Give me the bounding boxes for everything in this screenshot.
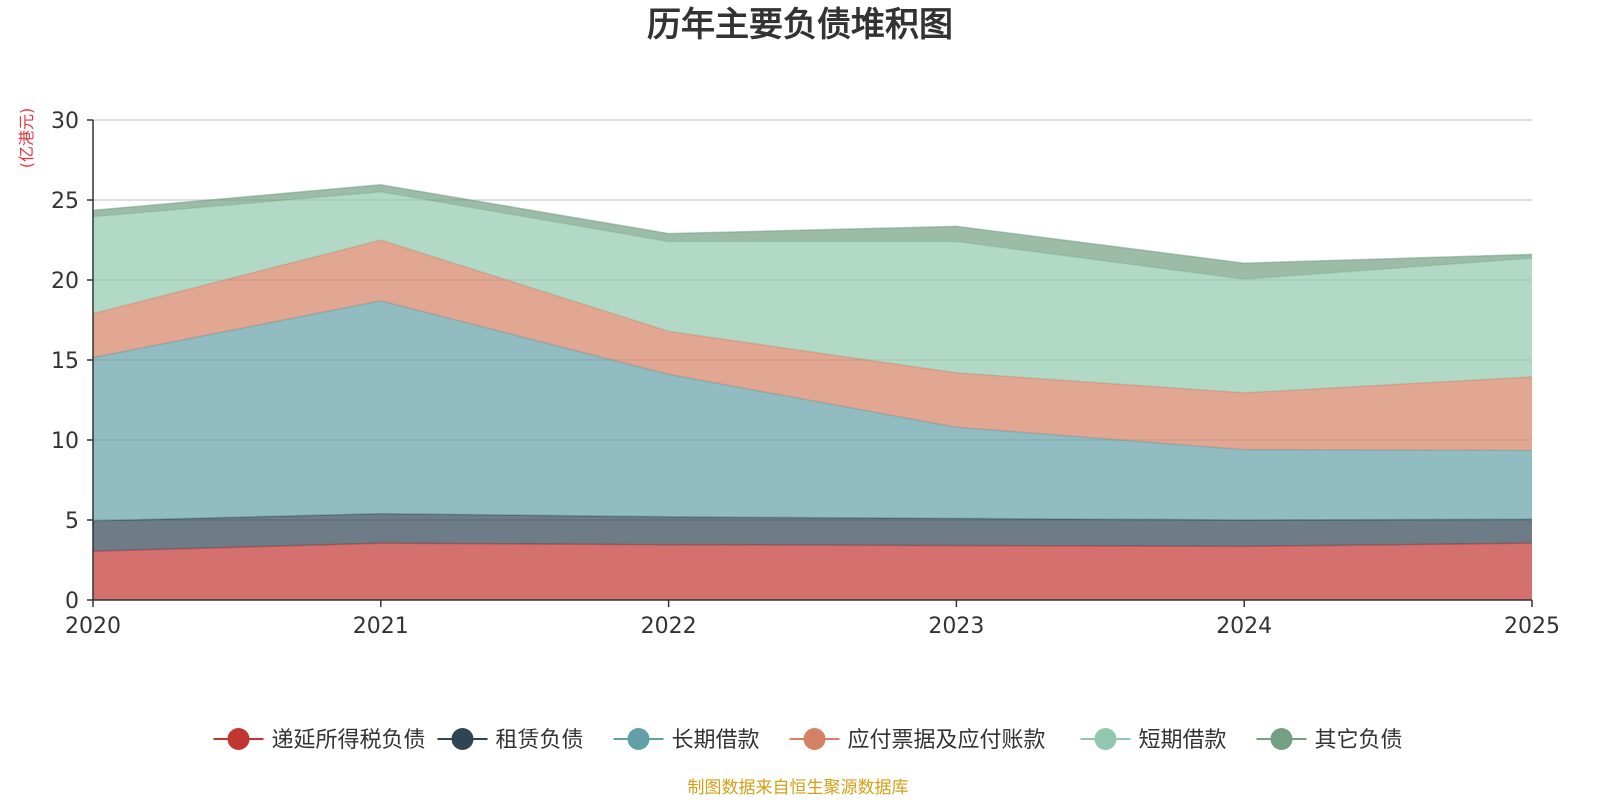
legend-circle-marker (803, 728, 826, 750)
area-series-edge-5 (92, 184, 1533, 264)
x-tick-label: 2025 (1504, 614, 1560, 639)
x-axis-ticks: 2020 2021 2022 2023 2024 2025 (65, 600, 1560, 639)
y-tick-label: 0 (65, 589, 79, 614)
legend-circle-marker (627, 728, 650, 750)
area-series-group (92, 184, 1533, 600)
legend-circle-marker (451, 728, 474, 750)
legend-label: 其它负债 (1315, 728, 1403, 753)
legend-label: 长期借款 (672, 728, 760, 753)
y-tick-label: 25 (51, 189, 79, 214)
legend-item-2[interactable]: 长期借款 (613, 728, 760, 753)
y-tick-label: 30 (51, 109, 79, 134)
data-source-note: 制图数据来自恒生聚源数据库 (688, 778, 909, 798)
y-tick-label: 20 (51, 269, 79, 294)
y-axis-unit-label: (亿港元) (17, 108, 36, 169)
legend-item-5[interactable]: 其它负债 (1256, 728, 1403, 753)
area-series-5 (93, 184, 1532, 280)
y-tick-label: 15 (51, 349, 79, 374)
legend-item-4[interactable]: 短期借款 (1080, 728, 1227, 753)
legend-circle-marker (1270, 728, 1293, 750)
x-tick-label: 2020 (65, 614, 121, 639)
legend-circle-marker (227, 728, 250, 750)
area-series-2 (93, 300, 1532, 521)
legend-item-0[interactable]: 递延所得税负债 (213, 728, 426, 753)
area-series-4 (93, 192, 1532, 393)
y-axis-ticks: 0 5 10 15 20 25 30 (51, 109, 93, 614)
y-tick-label: 5 (65, 509, 79, 534)
legend-label: 应付票据及应付账款 (848, 728, 1046, 753)
chart-title: 历年主要负债堆积图 (647, 5, 953, 45)
x-tick-label: 2021 (353, 614, 409, 639)
x-tick-label: 2023 (928, 614, 984, 639)
area-series-0 (93, 543, 1532, 600)
y-tick-label: 10 (51, 429, 79, 454)
legend-label: 租赁负债 (496, 728, 584, 753)
legend-label: 递延所得税负债 (272, 728, 426, 753)
x-tick-label: 2024 (1216, 614, 1272, 639)
area-series-3 (93, 240, 1532, 451)
legend[interactable]: 递延所得税负债 租赁负债 长期借款 应付票据及应付账款 短期借款 其它负债 (213, 728, 1403, 753)
legend-circle-marker (1094, 728, 1117, 750)
legend-item-1[interactable]: 租赁负债 (437, 728, 584, 753)
legend-label: 短期借款 (1139, 728, 1227, 753)
legend-item-3[interactable]: 应付票据及应付账款 (789, 728, 1046, 753)
area-series-1 (93, 513, 1532, 552)
x-tick-label: 2022 (641, 614, 697, 639)
